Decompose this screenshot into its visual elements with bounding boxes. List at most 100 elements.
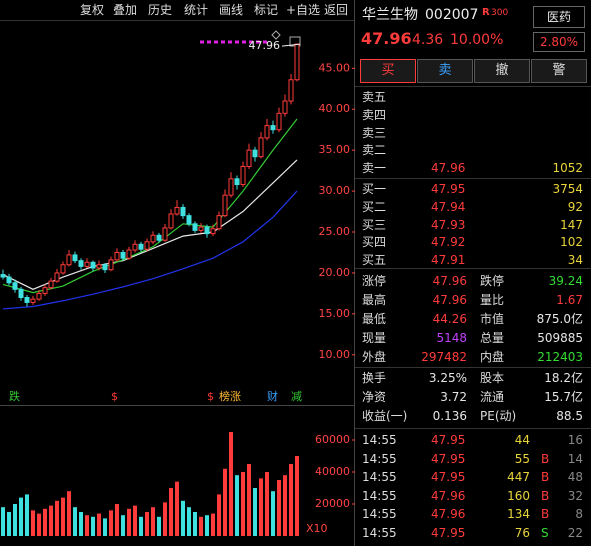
volume-bar [37,513,41,536]
candle-body [264,125,270,139]
volume-bar [13,504,17,536]
moving-average [2,190,298,310]
toolbar-button[interactable]: 标记 [254,3,279,17]
volume-bar [25,494,29,536]
trade-time: 14:55 [362,488,397,503]
stat-label: 最高 [362,293,387,307]
toolbar-button[interactable]: 历史 [148,3,173,17]
order-price: 47.93 [431,217,466,232]
volume-bar [265,472,269,536]
stat-label: 股本 [480,371,505,385]
candle-body [72,254,78,262]
change: 4.36 [412,32,444,48]
volume-bar [253,488,257,536]
candle-body [54,272,60,282]
icon [271,30,281,40]
candle-body [42,287,48,294]
volume-bar [115,504,119,536]
order-price: 47.96 [431,161,466,176]
moving-average [2,118,298,294]
trade-button[interactable]: 卖 [417,59,473,83]
divider [355,367,591,368]
toolbar-button[interactable]: 返回 [324,3,349,17]
candle-body [222,194,228,217]
trade-side: S [541,525,549,540]
stat-label: 现量 [362,331,387,345]
candle-body [120,251,126,259]
candle-body [246,149,252,168]
stat-value: 0.136 [432,409,467,423]
y-tick-label: 20.00 [319,266,351,279]
divider [355,86,591,87]
sector: 医药 [533,6,585,28]
volume-bar [109,510,113,536]
candle-body [156,234,162,241]
stat-value: 5148 [436,331,467,345]
trade-count: 8 [575,507,583,521]
candle-body [138,243,144,250]
stat-value: 3.72 [440,390,467,404]
stat-label: 跌停 [480,274,505,288]
price: 47.96 [361,29,412,48]
stat-label: 市值 [480,312,505,326]
volume-bar [175,481,179,536]
trade-button[interactable]: 买 [360,59,416,83]
volume-bar [91,516,95,536]
trade-volume: 55 [514,451,530,466]
order-label: 买三 [362,217,387,232]
order-volume: 102 [560,235,583,250]
volume-bar [145,512,149,536]
trade-button[interactable]: 撤 [474,59,530,83]
trade-button[interactable]: 警 [531,59,587,83]
trade-price: 47.95 [431,433,466,447]
order-label: 买五 [362,253,387,268]
volume-bar [205,515,209,536]
volume-bar [229,432,233,536]
candle-body [144,241,150,250]
candle-body [210,228,216,235]
candle-body [228,178,234,196]
trade-side: B [541,451,550,466]
volume-bar [289,464,293,536]
trade-count: 16 [567,433,583,447]
candle-body [270,125,276,131]
stat-label: 净资 [362,390,387,404]
volume-bar [193,512,197,536]
candle-body [96,264,102,269]
divider [355,178,591,179]
event-marker: 榜涨 [219,389,241,403]
trade-volume: 134 [507,507,530,521]
volume-bar [259,478,263,536]
candle-body [6,276,12,284]
y-tick-label: 45.00 [319,61,351,74]
toolbar-button[interactable]: 叠加 [113,3,138,17]
order-label: 卖一 [362,161,387,176]
volume-bar [241,472,245,536]
order-volume: 34 [567,253,583,268]
candle-body [132,243,138,251]
candle-body [84,261,90,267]
stat-label: 最低 [362,312,387,326]
volume-bar [7,512,11,536]
candle-body [282,100,288,114]
order-price: 47.95 [431,182,466,196]
order-label: 买二 [362,199,387,214]
candle-body [204,226,210,235]
event-marker: $ [207,390,214,403]
candle-body [192,223,198,231]
toolbar-button[interactable]: 画线 [219,3,244,17]
y-tick-label: 60000 [315,433,350,446]
volume-bar [217,494,221,536]
candle-body [0,274,6,278]
sector-change: 2.80% [533,32,585,52]
candle-body [288,79,294,102]
candle-body [276,112,282,131]
toolbar-button[interactable]: +自选 [286,3,321,17]
toolbar-button[interactable]: 统计 [184,3,209,17]
trade-time: 14:55 [362,525,397,540]
candle-body [24,297,30,303]
toolbar-button[interactable]: 复权 [80,3,105,17]
candle-body [180,206,186,217]
event-marker: 跌 [9,389,20,403]
order-volume: 92 [567,199,583,214]
